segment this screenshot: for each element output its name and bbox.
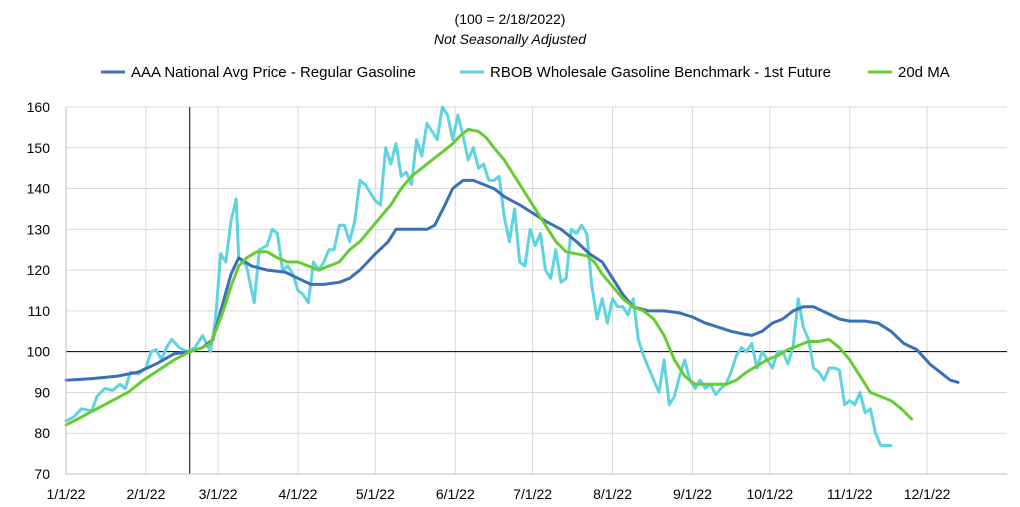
y-tick-label: 100 [27,344,51,360]
x-tick-label: 1/1/22 [47,486,86,502]
x-tick-label: 3/1/22 [199,486,238,502]
legend-label-aaa: AAA National Avg Price - Regular Gasolin… [131,64,416,81]
x-tick-label: 6/1/22 [436,486,475,502]
legend-label-rbob: RBOB Wholesale Gasoline Benchmark - 1st … [490,64,831,81]
legend: AAA National Avg Price - Regular Gasolin… [101,64,950,81]
y-tick-label: 110 [28,303,51,319]
series-line-aaa [64,178,960,384]
series-line-rbob [64,105,893,447]
y-tick-label: 150 [27,140,51,156]
y-tick-label: 130 [27,221,51,237]
x-tick-label: 2/1/22 [126,486,165,502]
x-tick-label: 11/1/22 [827,486,873,502]
y-axis-ticks: 70 80 90 100 110 120 130 140 150 160 [27,99,51,482]
x-tick-label: 4/1/22 [279,486,318,502]
x-axis-ticks: 1/1/22 2/1/22 3/1/22 4/1/22 5/1/22 6/1/22 7/1/… [47,486,951,502]
chart-title: (100 = 2/18/2022) [455,11,566,27]
x-tick-label: 5/1/22 [356,486,395,502]
x-tick-label: 7/1/22 [513,486,552,502]
series-layer [64,105,960,447]
x-tick-label: 10/1/22 [746,486,793,502]
x-tick-label: 8/1/22 [593,486,632,502]
y-tick-label: 160 [27,99,51,115]
axes [65,107,1007,475]
reference-lines [66,107,1007,474]
y-tick-label: 90 [34,384,50,400]
y-tick-label: 140 [27,181,51,197]
x-tick-label: 9/1/22 [673,486,712,502]
legend-label-ma: 20d MA [898,64,950,81]
y-tick-label: 70 [34,466,50,482]
series-line-ma [64,127,914,427]
chart-subtitle: Not Seasonally Adjusted [434,31,587,47]
x-tick-label: 12/1/22 [904,486,951,502]
y-tick-label: 80 [34,425,50,441]
y-tick-label: 120 [27,262,51,278]
